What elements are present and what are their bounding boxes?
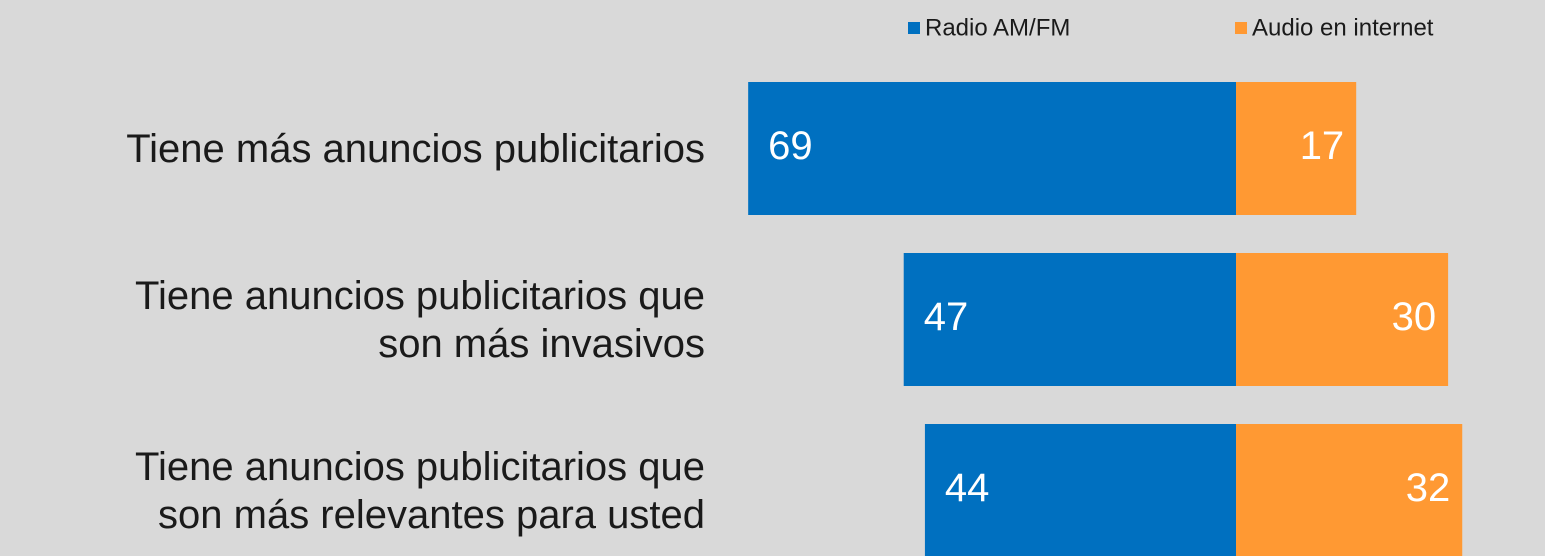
bar (924, 424, 1236, 556)
value-label: 30 (1392, 295, 1437, 339)
value-label: 32 (1406, 466, 1451, 510)
value-label: 47 (924, 295, 969, 339)
legend-swatch (908, 22, 920, 34)
value-label: 44 (945, 466, 990, 510)
bar (1236, 253, 1449, 386)
category-label: Tiene anuncios publicitarios que son más… (135, 444, 705, 537)
category-label: Tiene más anuncios publicitarios (126, 126, 705, 171)
value-label: 69 (768, 124, 813, 168)
legend-label: Audio en internet (1252, 14, 1434, 41)
bar (903, 253, 1236, 386)
category-label: Tiene anuncios publicitarios que son más… (135, 273, 705, 366)
bar (748, 82, 1236, 215)
bar (1236, 82, 1357, 215)
legend-label: Radio AM/FM (925, 14, 1070, 41)
legend-swatch (1235, 22, 1247, 34)
value-label: 17 (1300, 124, 1345, 168)
bar (1236, 424, 1463, 556)
